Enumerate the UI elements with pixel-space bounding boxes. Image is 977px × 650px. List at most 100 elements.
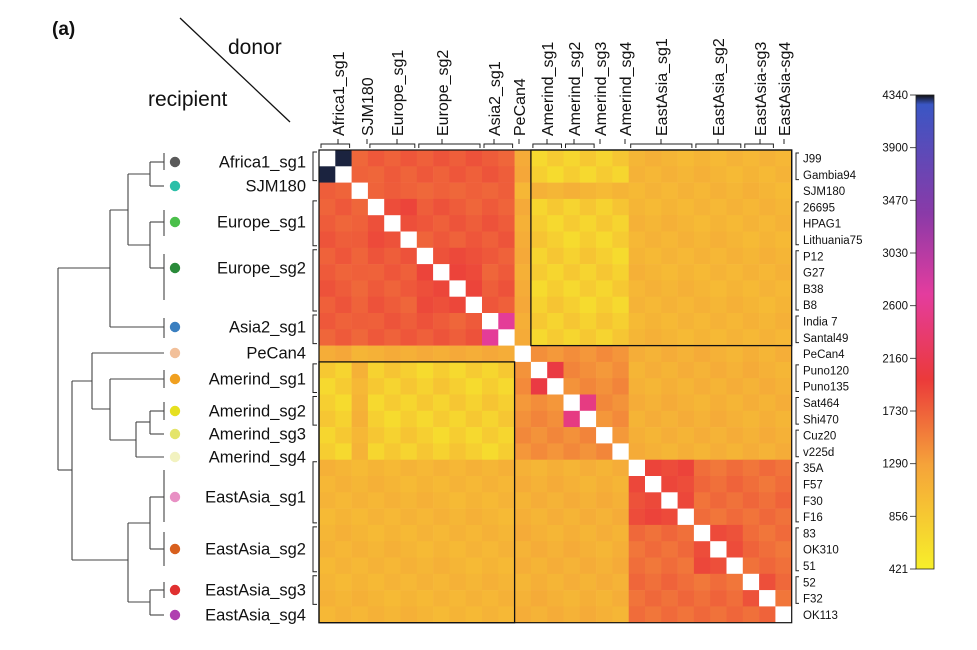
heatmap-cell [384,296,401,314]
heatmap-cell [319,182,336,200]
heatmap-cell [384,329,401,346]
heatmap-cell [677,443,695,460]
heatmap-cell [726,231,744,249]
heatmap-cell [498,459,515,477]
heatmap-cell [677,296,695,314]
heatmap-cell [335,231,352,249]
heatmap-cell [759,459,776,477]
heatmap-cell [661,313,678,330]
row-bracket [312,396,317,426]
recipient-group-dot [169,347,181,359]
heatmap-cell [563,410,581,428]
heatmap-cell [514,476,532,493]
heatmap-cell [319,590,336,607]
heatmap-cell [530,492,548,509]
heatmap-cell [514,590,532,607]
recipient-group-dot [169,216,181,228]
heatmap-cell [759,541,776,558]
heatmap-cell [367,166,385,183]
heatmap-cell [742,247,760,265]
heatmap-cell [710,345,727,363]
heatmap-cell [465,557,483,575]
heatmap-cell [693,573,711,591]
heatmap-cell [661,492,678,509]
heatmap-cell [596,150,613,167]
heatmap-cell [335,524,352,542]
heatmap-cell [433,361,450,379]
heatmap-cell [416,459,434,477]
recipient-group-label: EastAsia_sg3 [205,582,306,600]
strain-label: J99 [803,153,822,165]
heatmap-cell [612,606,629,623]
colorbar-tick-label: 2160 [882,353,908,365]
heatmap-cell [579,215,597,232]
heatmap-cell [661,606,678,623]
heatmap-cell [742,215,760,232]
heatmap-cell [726,476,744,493]
column-group-brackets [320,139,785,148]
heatmap-cell [351,313,369,330]
heatmap-cell [351,345,369,363]
heatmap-cell [367,345,385,363]
heatmap-cell [367,296,385,314]
heatmap-cell [693,606,711,623]
heatmap-cell [367,394,385,412]
heatmap-cell [759,524,776,542]
heatmap-cell [482,508,499,526]
heatmap-cell [677,427,695,444]
heatmap-cell [645,573,662,591]
heatmap-cell [677,150,695,167]
heatmap-cell [628,166,646,183]
heatmap-cell [579,280,597,297]
heatmap-cell [726,182,744,200]
colorbar-tick-label: 1730 [882,406,908,418]
heatmap-cell [579,150,597,167]
heatmap-cell [677,557,695,575]
heatmap-cell [645,264,662,281]
heatmap-cell [759,166,776,183]
heatmap-cell [710,166,727,183]
heatmap-cell [335,296,352,314]
heatmap-cell [384,606,401,623]
heatmap-cell [367,150,385,167]
row-bracket [312,151,317,182]
heatmap-cell [449,394,466,412]
heatmap-cell [677,313,695,330]
heatmap-cell [449,215,466,232]
column-bracket [418,143,481,148]
heatmap-cell [563,394,581,412]
heatmap-cell [645,443,662,460]
heatmap-cell [465,215,483,232]
heatmap-cell [628,361,646,379]
heatmap-cell [579,198,597,216]
recipient-group-label: Amerind_sg3 [209,426,306,444]
heatmap-cell [498,182,515,200]
heatmap-cell [416,524,434,542]
heatmap-cell [742,150,760,167]
heatmap-cell [416,606,434,623]
heatmap-cell [433,557,450,575]
heatmap-cell [319,394,336,412]
heatmap-cell [693,264,711,281]
heatmap-cell [514,606,532,623]
block-outline-boxes [318,149,793,624]
heatmap-cell [710,524,727,542]
heatmap-cell [596,427,613,444]
heatmap-cell [775,247,792,265]
heatmap-cell [319,378,336,395]
heatmap-cell [319,313,336,330]
heatmap-cell [612,590,629,607]
heatmap-cell [416,182,434,200]
heatmap-cell [759,476,776,493]
heatmap-cell [416,361,434,379]
donor-group-label: Amerind_sg4 [618,42,635,136]
heatmap-cell [465,459,483,477]
heatmap-cell [449,573,466,591]
heatmap-cell [563,247,581,265]
heatmap-cell [742,394,760,412]
heatmap-cell [400,150,418,167]
heatmap-cell [775,280,792,297]
heatmap-cell [335,361,352,379]
strain-label: 35A [803,463,824,475]
heatmap-cell [693,524,711,542]
